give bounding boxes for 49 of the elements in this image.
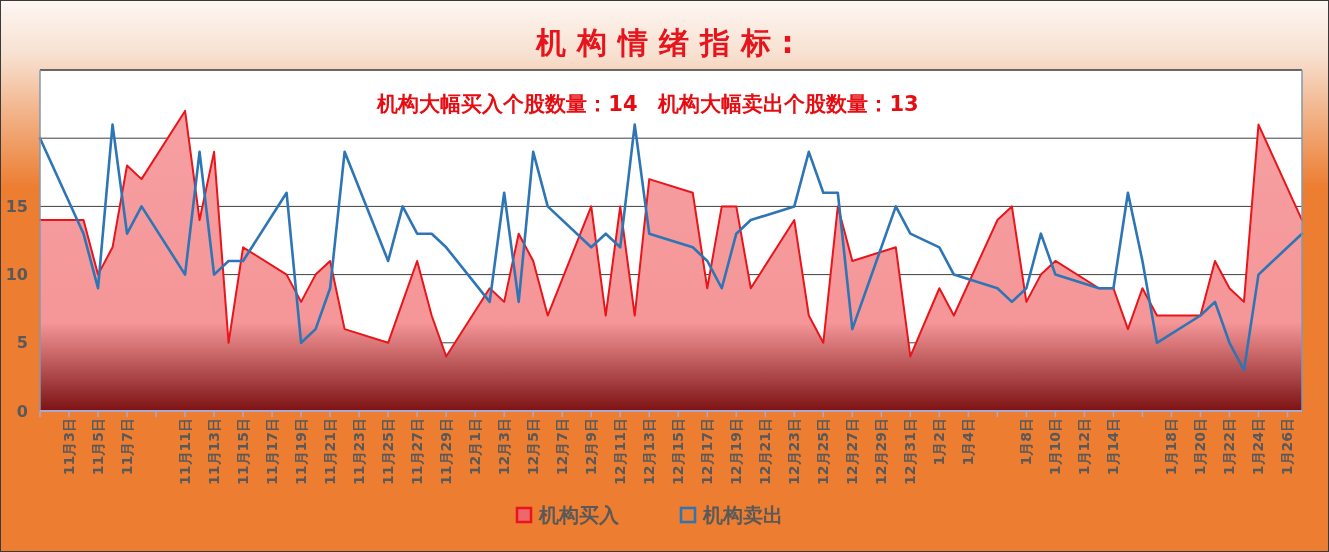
- x-tick-label: 11月13日: [206, 418, 223, 485]
- x-tick-label: 11月23日: [351, 418, 368, 485]
- text: 机构大幅买入个股数量：14 机构大幅卖出个股数量：13: [376, 92, 919, 116]
- y-tick-label: 5: [16, 333, 28, 353]
- x-tick-label: 1月2日: [931, 418, 948, 466]
- x-tick-label: 1月14日: [1105, 418, 1122, 476]
- x-tick-label: 1月20日: [1192, 418, 1209, 476]
- x-tick-label: 1月10日: [1047, 418, 1064, 476]
- x-tick-label: 1月12日: [1076, 418, 1093, 476]
- x-tick-label: 1月22日: [1221, 418, 1238, 476]
- x-tick-label: 11月17日: [264, 418, 281, 485]
- x-tick-label: 11月3日: [61, 418, 78, 476]
- x-tick-label: 11月15日: [235, 418, 252, 485]
- x-tick-label: 1月26日: [1279, 418, 1296, 476]
- x-tick-label: 12月17日: [699, 418, 716, 485]
- x-tick-label: 1月18日: [1163, 418, 1180, 476]
- y-tick-label: 10: [5, 265, 28, 285]
- x-tick-label: 1月4日: [960, 418, 977, 466]
- x-tick-label: 11月11日: [177, 418, 194, 485]
- x-tick-label: 12月9日: [583, 418, 600, 476]
- line-series: [38, 123, 1304, 372]
- x-tick-label: 12月1日: [467, 418, 484, 476]
- x-tick-label: 12月21日: [757, 418, 774, 485]
- x-tick-label: 11月19日: [293, 418, 310, 485]
- x-tick-label: 1月24日: [1250, 418, 1267, 476]
- x-tick-label: 12月5日: [525, 418, 542, 476]
- legend-label: 机构买入: [538, 503, 620, 527]
- y-tick-label: 0: [16, 401, 28, 421]
- x-tick-label: 12月25日: [815, 418, 832, 485]
- x-tick-label: 11月5日: [90, 418, 107, 476]
- legend-label: 机构卖出: [702, 503, 783, 527]
- chart-title: 机构情绪指标:: [534, 25, 805, 60]
- x-tick-label: 12月23日: [786, 418, 803, 485]
- y-tick-label: 15: [5, 196, 28, 216]
- x-tick-label: 11月25日: [380, 418, 397, 485]
- x-tick-label: 12月27日: [844, 418, 861, 485]
- x-tick-label: 12月3日: [496, 418, 513, 476]
- x-tick-label: 11月7日: [119, 418, 136, 476]
- x-tick-label: 12月19日: [728, 418, 745, 485]
- x-tick-label: 11月21日: [322, 418, 339, 485]
- x-tick-label: 12月29日: [873, 418, 890, 485]
- x-tick-label: 11月27日: [409, 418, 426, 485]
- x-tick-label: 1月8日: [1018, 418, 1035, 466]
- x-tick-label: 12月11日: [612, 418, 629, 485]
- x-tick-label: 12月13日: [641, 418, 658, 485]
- x-tick-label: 12月15日: [670, 418, 687, 485]
- x-tick-label: 12月7日: [554, 418, 571, 476]
- x-tick-label: 12月31日: [902, 418, 919, 485]
- x-tick-label: 11月29日: [438, 418, 455, 485]
